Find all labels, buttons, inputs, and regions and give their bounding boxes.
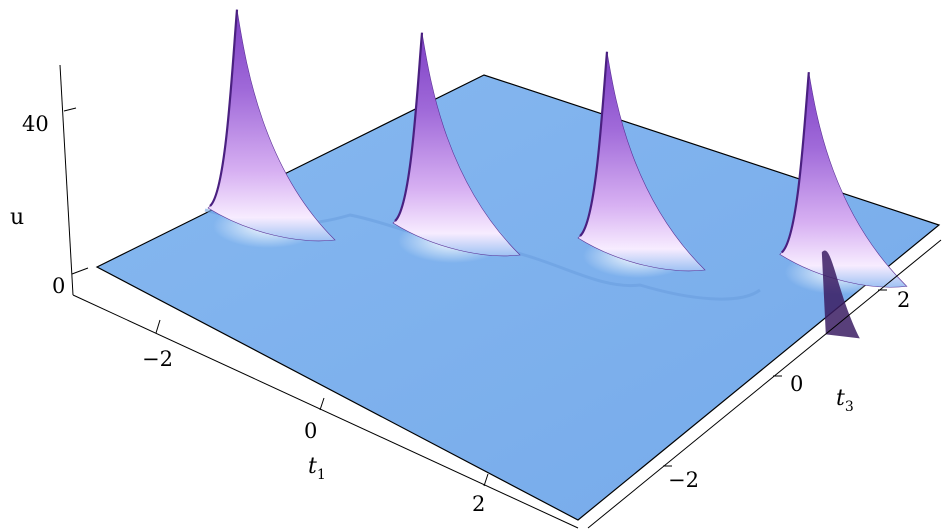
peak-3 <box>577 51 706 278</box>
peak-ridge <box>209 9 239 207</box>
peaks-layer <box>207 9 908 339</box>
u-tick-0 <box>71 267 89 275</box>
t3-tick-label-neg2: −2 <box>668 468 699 492</box>
t1-tick-label-2: 2 <box>472 492 485 516</box>
t1-axis-line <box>72 294 579 529</box>
axes <box>59 64 942 529</box>
peak-ridge <box>394 32 424 222</box>
t1-tick-2 <box>483 473 489 487</box>
u-tick-label-40: 40 <box>22 112 49 136</box>
tick-labels: 40 0 −2 0 2 −2 0 2 <box>22 112 910 516</box>
t1-tick-neg2 <box>155 319 161 334</box>
peak-tail-edge <box>821 250 860 339</box>
t1-tick-label-0: 0 <box>304 419 317 443</box>
t3-axis-label-sub: 3 <box>845 399 854 415</box>
axis-labels: u t1 t3 <box>10 205 854 483</box>
u-axis-label: u <box>10 205 24 230</box>
t3-tick-label-0: 0 <box>790 372 803 396</box>
u-tick-40 <box>63 107 77 112</box>
t3-axis-label: t3 <box>836 386 854 415</box>
t3-tick-label-2: 2 <box>897 288 910 312</box>
t3-axis-label-main: t <box>836 386 845 411</box>
t1-axis-label-sub: 1 <box>317 467 326 483</box>
t1-axis-label: t1 <box>308 454 326 483</box>
t1-axis-label-main: t <box>308 454 317 479</box>
peak-ridge <box>579 51 609 237</box>
u-axis-line <box>59 64 74 296</box>
peak-2 <box>392 32 521 263</box>
peak-ridge <box>780 72 810 254</box>
t1-tick-0 <box>319 397 325 411</box>
t1-tick-label-neg2: −2 <box>142 347 173 371</box>
t3-axis-line <box>587 239 942 529</box>
peak-1 <box>207 9 336 248</box>
peak-4 <box>779 72 908 295</box>
base-plane <box>95 74 941 521</box>
u-tick-label-0: 0 <box>52 274 65 298</box>
